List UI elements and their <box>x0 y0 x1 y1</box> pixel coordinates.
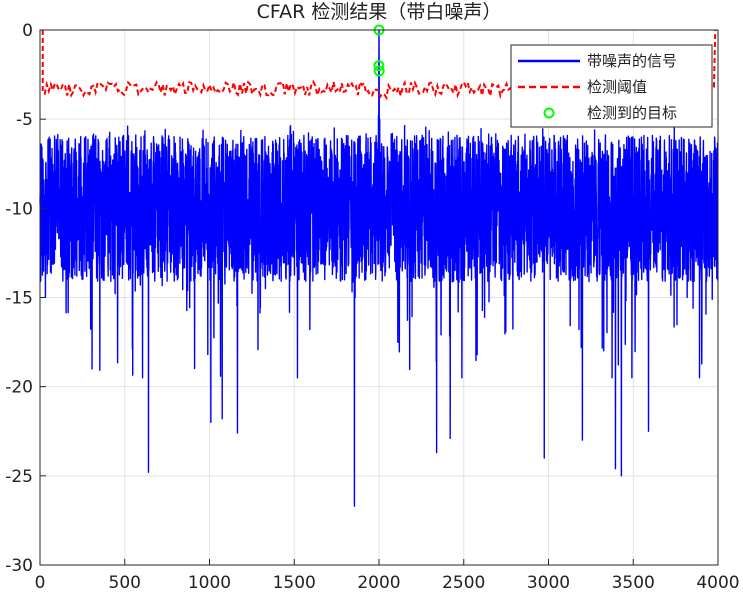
y-tick-label: -10 <box>5 199 33 219</box>
legend-label-threshold: 检测阈值 <box>587 78 647 96</box>
x-tick-label: 3500 <box>612 573 655 593</box>
x-tick-label: 1000 <box>188 573 231 593</box>
x-tick-label: 4000 <box>696 573 739 593</box>
x-tick-label: 2000 <box>357 573 400 593</box>
y-tick-label: -25 <box>5 467 33 487</box>
x-tick-label: 1500 <box>273 573 316 593</box>
legend-swatch-targets <box>543 107 555 119</box>
x-tick-label: 0 <box>35 573 46 593</box>
y-tick-label: 0 <box>22 21 33 41</box>
target-marker <box>373 60 385 72</box>
y-tick-label: -20 <box>5 378 33 398</box>
chart-title: CFAR 检测结果（带白噪声） <box>257 1 502 23</box>
x-tick-label: 500 <box>109 573 141 593</box>
y-tick-label: -15 <box>5 289 33 309</box>
signal-line <box>39 29 719 507</box>
x-tick-label: 2500 <box>442 573 485 593</box>
legend-label-targets: 检测到的目标 <box>587 104 677 122</box>
x-tick-label: 3000 <box>527 573 570 593</box>
y-tick-label: -30 <box>5 556 33 576</box>
y-tick-label: -5 <box>16 110 33 130</box>
target-marker <box>373 65 385 77</box>
legend: 带噪声的信号 检测阈值 检测到的目标 <box>510 44 713 128</box>
axis-ticks: 0 500 1000 1500 2000 2500 3000 3500 4000 0 -5 -10 -1… <box>5 21 739 593</box>
legend-label-signal: 带噪声的信号 <box>587 52 677 70</box>
